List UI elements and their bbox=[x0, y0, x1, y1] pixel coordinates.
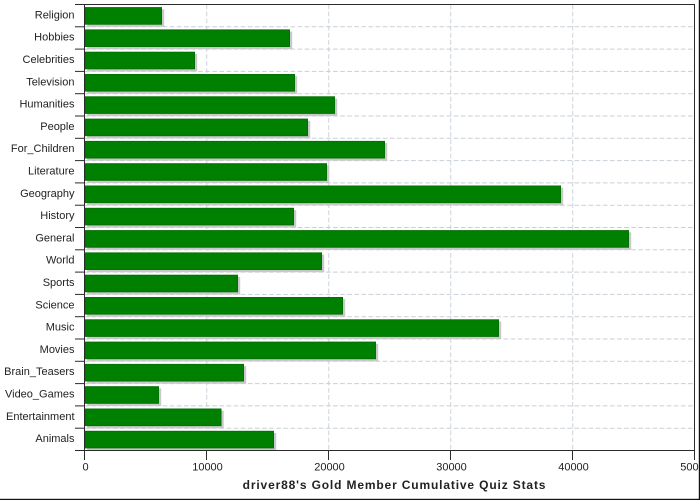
svg-text:40000: 40000 bbox=[558, 462, 589, 474]
svg-text:People: People bbox=[40, 121, 74, 133]
svg-text:Celebrities: Celebrities bbox=[23, 54, 75, 66]
svg-text:Music: Music bbox=[46, 322, 75, 334]
svg-text:30000: 30000 bbox=[436, 462, 467, 474]
svg-text:Literature: Literature bbox=[28, 165, 74, 177]
svg-text:General: General bbox=[35, 232, 74, 244]
svg-text:Geography: Geography bbox=[20, 188, 75, 200]
svg-text:Hobbies: Hobbies bbox=[34, 32, 75, 44]
svg-text:Television: Television bbox=[26, 76, 74, 88]
svg-text:Religion: Religion bbox=[35, 9, 75, 21]
svg-text:World: World bbox=[46, 255, 75, 267]
svg-text:50000: 50000 bbox=[680, 462, 700, 474]
svg-text:Video_Games: Video_Games bbox=[5, 388, 75, 400]
svg-text:10000: 10000 bbox=[192, 462, 223, 474]
svg-text:0: 0 bbox=[82, 462, 88, 474]
svg-text:20000: 20000 bbox=[314, 462, 345, 474]
svg-text:driver88's Gold Member Cumulat: driver88's Gold Member Cumulative Quiz S… bbox=[243, 478, 547, 492]
svg-text:For_Children: For_Children bbox=[11, 143, 75, 155]
svg-text:Humanities: Humanities bbox=[19, 99, 75, 111]
svg-text:Brain_Teasers: Brain_Teasers bbox=[4, 366, 75, 378]
svg-text:Movies: Movies bbox=[40, 344, 75, 356]
svg-text:Entertainment: Entertainment bbox=[6, 411, 74, 423]
svg-text:Sports: Sports bbox=[43, 277, 75, 289]
svg-text:Science: Science bbox=[35, 299, 74, 311]
svg-text:Animals: Animals bbox=[35, 433, 75, 445]
svg-text:History: History bbox=[40, 210, 75, 222]
